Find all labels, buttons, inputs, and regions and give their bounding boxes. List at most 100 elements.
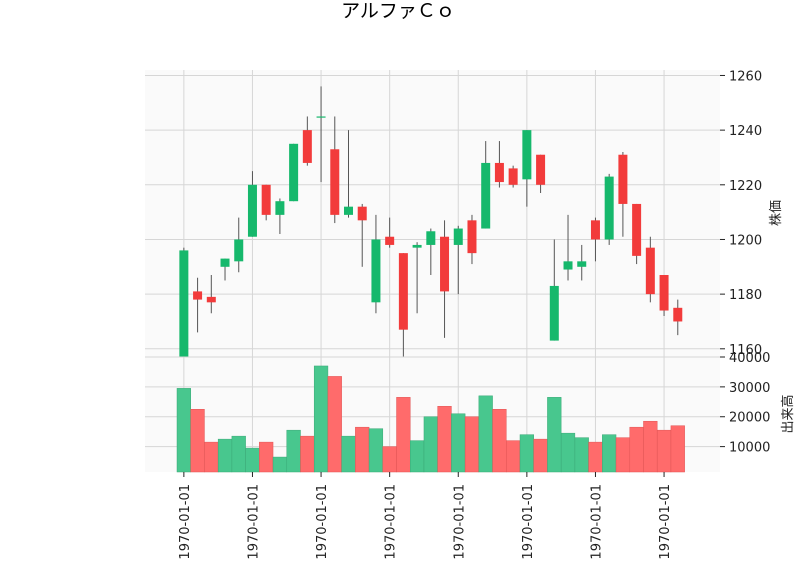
chart-title: アルファＣｏ bbox=[341, 0, 455, 22]
candle bbox=[659, 275, 669, 316]
candle-body bbox=[302, 130, 312, 163]
x-tick-label: 1970-01-01 bbox=[521, 484, 536, 560]
candle bbox=[371, 214, 381, 314]
candles bbox=[179, 86, 683, 368]
candle bbox=[261, 184, 271, 221]
candle bbox=[206, 275, 216, 314]
candle-body bbox=[289, 143, 299, 202]
candle-body bbox=[193, 291, 203, 300]
candle bbox=[481, 141, 491, 229]
price-tick-label: 1220 bbox=[729, 179, 762, 194]
candle bbox=[412, 242, 422, 314]
candle-body bbox=[440, 236, 450, 292]
candle-body bbox=[522, 130, 532, 180]
volume-tick-label: 40000 bbox=[729, 351, 770, 366]
candle-body bbox=[179, 250, 189, 360]
candle-body bbox=[645, 247, 655, 295]
candle bbox=[536, 154, 546, 193]
candle bbox=[302, 116, 312, 166]
candle-body bbox=[549, 285, 559, 341]
volume-bar bbox=[533, 438, 548, 473]
volume-bars bbox=[176, 365, 685, 473]
candle bbox=[344, 130, 353, 218]
volume-bar bbox=[286, 429, 301, 473]
candle-body bbox=[344, 206, 353, 215]
volume-bar bbox=[437, 406, 452, 473]
candle-body bbox=[536, 154, 546, 185]
candle bbox=[632, 203, 642, 265]
volume-tick-label: 30000 bbox=[729, 381, 770, 396]
volume-bar bbox=[231, 435, 246, 473]
volume-tick-label: 10000 bbox=[729, 441, 770, 456]
candle-body bbox=[247, 184, 257, 237]
price-axis: 1160 1180 1200 1220 1240 1260 bbox=[720, 69, 762, 358]
volume-bar bbox=[643, 420, 658, 473]
candle-body bbox=[467, 220, 477, 254]
candle-body bbox=[508, 168, 518, 185]
candle-body bbox=[494, 162, 504, 183]
candle bbox=[604, 173, 614, 245]
candle bbox=[385, 217, 395, 248]
candle-body bbox=[261, 184, 271, 215]
volume-axis: 10000 20000 30000 40000 bbox=[720, 351, 770, 456]
volume-bar bbox=[506, 440, 521, 473]
candle-body bbox=[220, 258, 230, 267]
volume-bar bbox=[410, 440, 425, 473]
volume-bar bbox=[574, 437, 589, 473]
candle bbox=[590, 217, 600, 262]
volume-bar bbox=[451, 413, 466, 473]
volume-bar bbox=[217, 438, 233, 473]
volume-bar bbox=[190, 409, 205, 473]
volume-tick-label: 20000 bbox=[729, 411, 770, 426]
volume-bar bbox=[629, 426, 644, 473]
volume-axis-label: 出来高 bbox=[780, 394, 796, 433]
candle-body bbox=[398, 253, 408, 330]
volume-bar bbox=[382, 446, 397, 473]
volume-bar bbox=[560, 432, 576, 473]
candle bbox=[494, 141, 504, 188]
volume-bar bbox=[355, 426, 370, 473]
volume-panel: 10000 20000 30000 40000 bbox=[145, 351, 770, 473]
volume-bar bbox=[272, 456, 287, 473]
x-tick-label: 1970-01-01 bbox=[452, 484, 467, 560]
volume-bar bbox=[464, 416, 480, 473]
candle bbox=[508, 165, 518, 188]
candle bbox=[549, 239, 559, 341]
candle bbox=[179, 247, 189, 368]
volume-bar bbox=[341, 435, 356, 473]
candle-body bbox=[604, 176, 614, 240]
volume-bar bbox=[615, 437, 630, 473]
candle-body bbox=[275, 201, 285, 215]
candle-body bbox=[330, 149, 340, 215]
volume-bar bbox=[176, 388, 191, 473]
candle bbox=[522, 130, 532, 207]
volume-bar bbox=[204, 441, 219, 473]
candle bbox=[289, 143, 299, 202]
candle bbox=[426, 228, 436, 275]
candle-body bbox=[577, 261, 587, 267]
volume-bar bbox=[547, 397, 562, 473]
candle bbox=[330, 116, 340, 224]
volume-bar bbox=[245, 447, 260, 473]
volume-bar bbox=[478, 395, 493, 473]
candle bbox=[563, 214, 573, 281]
volume-bar bbox=[327, 376, 342, 473]
x-tick-label: 1970-01-01 bbox=[178, 484, 193, 560]
candle-body bbox=[590, 220, 600, 240]
candle-body bbox=[618, 154, 628, 204]
candle bbox=[220, 258, 230, 281]
volume-bar bbox=[588, 441, 603, 473]
candle-body bbox=[316, 116, 326, 118]
candle bbox=[193, 277, 203, 333]
volume-bar bbox=[313, 365, 329, 473]
volume-bar bbox=[602, 434, 617, 473]
x-tick-label: 1970-01-01 bbox=[246, 484, 261, 560]
candle-body bbox=[481, 162, 491, 229]
price-panel: 1160 1180 1200 1220 1240 1260 bbox=[145, 69, 762, 368]
candle-body bbox=[206, 296, 216, 303]
candle-body bbox=[426, 231, 436, 245]
candle-body bbox=[563, 261, 573, 270]
candle bbox=[467, 214, 477, 265]
x-tick-label: 1970-01-01 bbox=[589, 484, 604, 560]
